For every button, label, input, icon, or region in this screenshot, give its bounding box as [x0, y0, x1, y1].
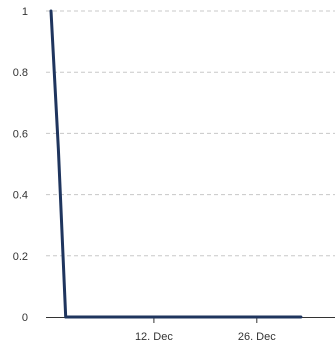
- y-tick-label: 0.4: [13, 190, 28, 202]
- x-tick-label: 26. Dec: [238, 331, 276, 343]
- y-tick-label: 0.2: [13, 251, 28, 263]
- y-tick-label: 1: [22, 6, 28, 18]
- series-line: [49, 9, 303, 319]
- y-tick-label: 0.8: [13, 67, 28, 79]
- grid-layer: [46, 10, 335, 257]
- y-tick-label: 0: [22, 312, 28, 324]
- y-tick-label: 0.6: [13, 128, 28, 140]
- x-tick-label: 12. Dec: [135, 331, 173, 343]
- label-layer: 0 0.2 0.4 0.6 0.8 1 12. Dec 26. Dec: [13, 6, 277, 343]
- series-layer: [49, 9, 303, 319]
